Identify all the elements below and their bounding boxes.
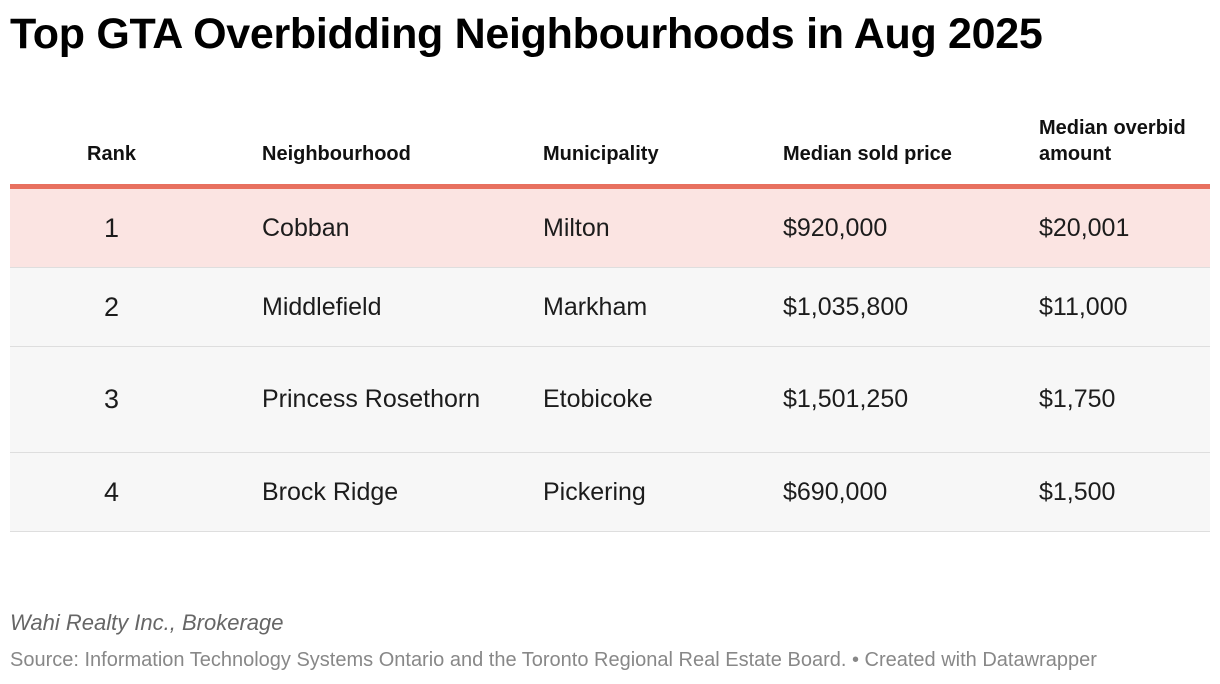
source-note: Source: Information Technology Systems O… [10, 649, 1097, 671]
cell-median-sold-price: $690,000 [783, 477, 888, 506]
chart-title: Top GTA Overbidding Neighbourhoods in Au… [10, 10, 1043, 58]
cell-rank: 3 [103, 384, 120, 414]
column-header-municipality: Municipality [543, 143, 659, 165]
column-header-neighbourhood: Neighbourhood [262, 143, 411, 165]
cell-median-sold-price: $1,035,800 [783, 292, 909, 321]
table-row: 2 Middlefield Markham $1,035,800 $11,000 [10, 268, 1210, 347]
cell-rank: 4 [103, 476, 120, 507]
cell-municipality: Milton [543, 213, 610, 242]
data-table: Rank Neighbourhood Municipality Median s… [10, 112, 1210, 532]
cell-median-overbid-amount: $1,750 [1039, 385, 1116, 413]
cell-median-sold-price: $1,501,250 [783, 385, 909, 413]
cell-neighbourhood: Brock Ridge [262, 477, 399, 506]
cell-median-overbid-amount: $1,500 [1039, 477, 1116, 506]
cell-median-sold-price: $920,000 [783, 213, 888, 242]
table-body: 1 Cobban Milton $920,000 $20,001 2 Middlefield… [10, 189, 1210, 532]
cell-neighbourhood: Middlefield [262, 292, 382, 321]
cell-rank: 2 [103, 291, 120, 322]
cell-median-overbid-amount: $11,000 [1039, 292, 1128, 321]
byline: Wahi Realty Inc., Brokerage [10, 610, 284, 635]
column-header-median-overbid-amount: Median overbid amount [1039, 117, 1186, 165]
cell-rank: 1 [103, 212, 120, 243]
table-header: Rank Neighbourhood Municipality Median s… [10, 112, 1210, 189]
cell-municipality: Pickering [543, 477, 646, 506]
table-row: 1 Cobban Milton $920,000 $20,001 [10, 189, 1210, 268]
column-header-rank: Rank [87, 143, 136, 165]
column-header-median-sold-price: Median sold price [783, 143, 952, 165]
table-row: 4 Brock Ridge Pickering $690,000 $1,500 [10, 453, 1210, 532]
cell-neighbourhood: Cobban [262, 213, 350, 242]
table-row: 3 Princess Rosethorn Etobicoke $1,501,250 $1… [10, 347, 1210, 453]
cell-municipality: Markham [543, 292, 648, 321]
cell-median-overbid-amount: $20,001 [1039, 213, 1130, 242]
cell-municipality: Etobicoke [543, 385, 653, 413]
cell-neighbourhood: Princess Rosethorn [262, 385, 481, 413]
